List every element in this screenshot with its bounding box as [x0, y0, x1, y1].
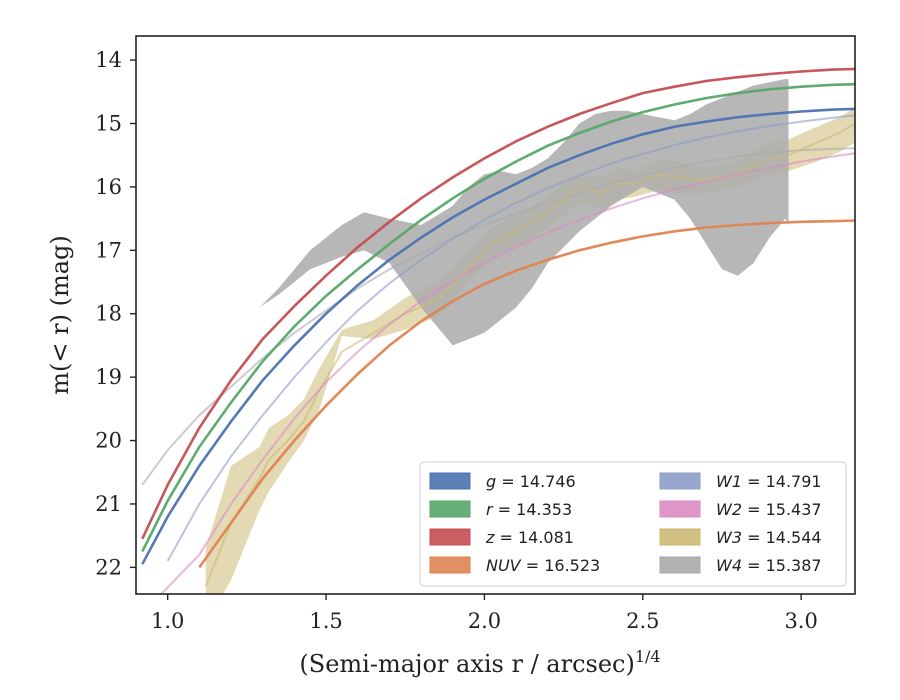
- y-tick-label: 19: [95, 365, 122, 389]
- legend-swatch-w1: [659, 472, 701, 490]
- legend-swatch-w2: [659, 500, 701, 518]
- y-tick-label: 20: [95, 429, 122, 453]
- band-w4: [259, 79, 789, 346]
- legend-swatch-w4: [659, 556, 701, 574]
- x-tick-label: 2.0: [468, 609, 501, 633]
- legend-label-r: r = 14.353: [486, 500, 572, 519]
- legend-label-nuv: NUV = 16.523: [486, 556, 600, 575]
- curve-g: [141, 107, 855, 565]
- legend-swatch-z: [429, 528, 471, 546]
- legend-frame: [419, 461, 847, 587]
- curve-z: [141, 67, 855, 540]
- y-tick-label: 16: [95, 175, 122, 199]
- curve-w2: [160, 152, 855, 594]
- y-tick-label: 21: [95, 492, 122, 516]
- x-tick-label: 1.0: [151, 609, 184, 633]
- band-w3: [205, 107, 855, 594]
- legend-label-w4: W4 = 15.387: [716, 556, 822, 575]
- y-tick-label: 17: [95, 238, 122, 262]
- legend-label-g: g = 14.746: [486, 472, 576, 491]
- legend: g = 14.746 r = 14.353 z = 14.081 NUV = 16.5…: [419, 461, 847, 587]
- curve-r: [141, 82, 855, 553]
- legend-swatch-r: [429, 500, 471, 518]
- x-tick-label: 2.5: [626, 609, 659, 633]
- legend-label-z: z = 14.081: [485, 528, 574, 547]
- y-tick-label: 15: [95, 112, 122, 136]
- legend-swatch-w3: [659, 528, 701, 546]
- curve-w3: [204, 122, 855, 587]
- y-tick-label: 18: [95, 302, 122, 326]
- curve-w1: [166, 114, 855, 562]
- legend-label-w2: W2 = 15.437: [716, 500, 822, 519]
- x-axis-label-exponent: 1/4: [635, 647, 661, 666]
- legend-swatch-nuv: [429, 556, 471, 574]
- x-tick-label: 3.0: [784, 609, 817, 633]
- plot-frame: [135, 35, 856, 595]
- x-axis-label-main: (Semi-major axis r / arcsec): [299, 650, 634, 678]
- x-tick-label: 1.5: [309, 609, 342, 633]
- y-tick-label: 22: [95, 555, 122, 579]
- curve-w4: [141, 147, 855, 486]
- x-axis-label: (Semi-major axis r / arcsec)1/4: [299, 647, 660, 678]
- curve-nuv: [198, 219, 855, 569]
- legend-swatch-g: [429, 472, 471, 490]
- legend-label-w3: W3 = 14.544: [716, 528, 822, 547]
- y-axis-label: m(< r) (mag): [46, 235, 74, 394]
- y-tick-label: 14: [95, 48, 122, 72]
- legend-label-w1: W1 = 14.791: [716, 472, 822, 491]
